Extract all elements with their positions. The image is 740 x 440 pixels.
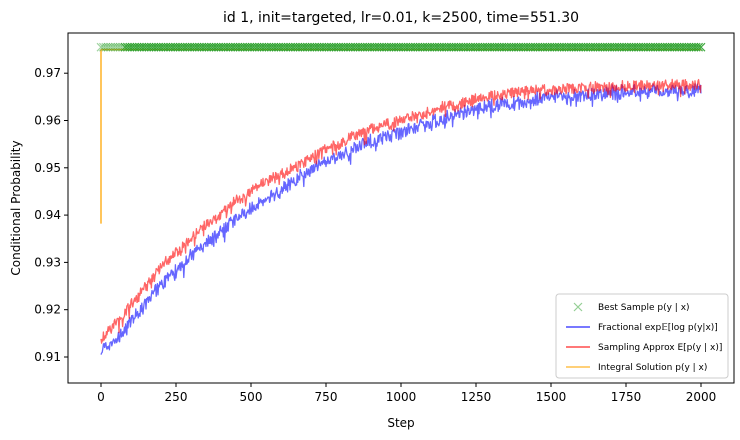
x-axis: 0 250 500 750 1000 1250 1500 1750 2000	[97, 383, 716, 404]
series-fractional	[100, 83, 702, 355]
best-sample-marker	[96, 42, 106, 52]
x-tick-label: 1750	[611, 390, 642, 404]
x-tick-label: 1500	[536, 390, 567, 404]
legend-box	[555, 293, 729, 379]
x-tick-label: 1000	[386, 390, 417, 404]
y-tick-label: 0.96	[34, 114, 61, 128]
y-tick-label: 0.94	[34, 208, 61, 222]
best-sample-marker	[108, 42, 118, 52]
best-sample-marker	[106, 42, 116, 52]
chart-title: id 1, init=targeted, lr=0.01, k=2500, ti…	[223, 10, 579, 26]
legend-label: Best Sample p(y | x)	[598, 303, 690, 313]
y-tick-label: 0.93	[34, 255, 61, 269]
best-sample-marker	[98, 42, 108, 52]
series-best-sample	[96, 42, 706, 52]
y-tick-label: 0.95	[34, 161, 61, 175]
x-tick-label: 500	[240, 390, 263, 404]
x-tick-label: 250	[165, 390, 188, 404]
x-tick-label: 1250	[461, 390, 492, 404]
legend-label: Integral Solution p(y | x)	[598, 363, 707, 373]
legend-marker-x	[573, 302, 583, 312]
y-tick-label: 0.92	[34, 303, 61, 317]
y-axis-title: Conditional Probability	[9, 140, 23, 275]
best-sample-marker	[113, 42, 123, 52]
best-sample-marker	[110, 42, 120, 52]
series-sampling	[100, 78, 702, 344]
best-sample-marker	[696, 42, 706, 52]
x-tick-label: 750	[315, 390, 338, 404]
y-tick-label: 0.91	[34, 350, 61, 364]
best-sample-marker	[103, 42, 113, 52]
legend-label: Sampling Approx E[p(y | x)]	[598, 343, 722, 353]
x-axis-title: Step	[387, 416, 414, 430]
x-tick-label: 2000	[686, 390, 717, 404]
best-sample-marker	[101, 42, 111, 52]
legend-label: Fractional exp𝔼[log p(y|x)]	[598, 323, 718, 333]
x-tick-label: 0	[97, 390, 105, 404]
legend: Best Sample p(y | x) Fractional exp𝔼[log …	[555, 293, 729, 379]
y-axis: 0.91 0.92 0.93 0.94 0.95 0.96 0.97	[34, 66, 68, 364]
best-sample-marker	[694, 42, 704, 52]
plot-area	[96, 42, 706, 355]
y-tick-label: 0.97	[34, 66, 61, 80]
